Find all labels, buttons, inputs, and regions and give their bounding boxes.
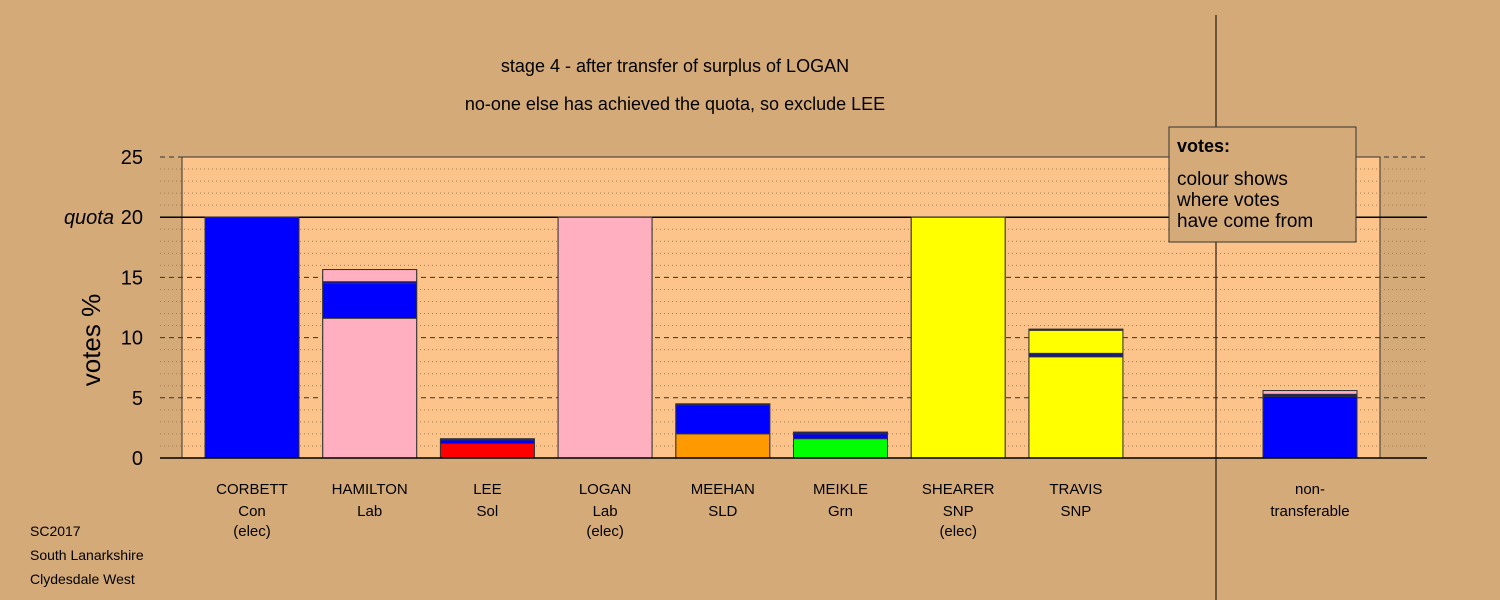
- bar-segment: [439, 439, 535, 444]
- legend-line-1: colour shows: [1177, 169, 1288, 190]
- candidate-note: (elec): [233, 523, 271, 540]
- y-tick-label: 20: [121, 207, 143, 229]
- bar-logan: [557, 216, 653, 459]
- y-tick-label: 5: [132, 388, 143, 410]
- bar-meehan: [675, 403, 771, 459]
- bar-segment: [793, 433, 888, 440]
- legend-title: votes:: [1177, 136, 1230, 156]
- bar-segment: [322, 269, 418, 283]
- candidate-name: CORBETT: [216, 481, 288, 498]
- candidate-note: (elec): [939, 523, 977, 540]
- bar-segment: [557, 216, 653, 459]
- footer: SC2017 South Lanarkshire Clydesdale West: [30, 523, 144, 587]
- x-labels: CORBETT Con (elec) HAMILTON Lab LEE Sol LOGAN La…: [216, 481, 1349, 540]
- bar-segment: [1028, 356, 1124, 459]
- bar-segment: [793, 438, 888, 459]
- bars: [204, 216, 1358, 459]
- bar-shearer: [910, 216, 1006, 459]
- bar-segment: [1028, 329, 1124, 354]
- footer-line-3: Clydesdale West: [30, 571, 135, 587]
- bar-segment: [439, 443, 535, 459]
- candidate-name: LEE: [473, 481, 501, 498]
- y-tick-label: 10: [121, 328, 143, 350]
- candidate-name: MEEHAN: [691, 481, 755, 498]
- candidate-party: Grn: [828, 503, 853, 520]
- y-tick-label: 25: [121, 147, 143, 169]
- legend: votes: colour shows where votes have com…: [1168, 126, 1357, 243]
- y-tick-label: 0: [132, 448, 143, 470]
- bar-hamilton: [322, 269, 418, 459]
- legend-line-3: have come from: [1177, 211, 1313, 232]
- candidate-party: Sol: [477, 503, 499, 520]
- footer-line-1: SC2017: [30, 523, 81, 539]
- quota-label: quota: [64, 207, 114, 229]
- bar-segment: [675, 433, 771, 459]
- bar-segment: [1262, 396, 1358, 459]
- legend-line-2: where votes: [1176, 190, 1279, 211]
- candidate-name: MEIKLE: [813, 481, 868, 498]
- footer-line-2: South Lanarkshire: [30, 547, 144, 563]
- bar-segment: [675, 404, 771, 435]
- candidate-party: Lab: [357, 503, 382, 520]
- y-tick-label: 15: [121, 267, 143, 289]
- legend-box: [1168, 126, 1357, 243]
- chart-title: stage 4 - after transfer of surplus of L…: [501, 56, 849, 76]
- candidate-name: LOGAN: [579, 481, 632, 498]
- candidate-party: Lab: [593, 503, 618, 520]
- bar-corbett: [204, 216, 300, 459]
- candidate-note: (elec): [586, 523, 624, 540]
- candidate-name: TRAVIS: [1049, 481, 1102, 498]
- axes: 0 5 10 15 20 25 quota: [64, 15, 1427, 600]
- nontransferable-label-1: non-: [1295, 481, 1325, 498]
- nontransferable-label-2: transferable: [1270, 503, 1349, 520]
- candidate-party: SNP: [943, 503, 974, 520]
- candidate-name: HAMILTON: [332, 481, 408, 498]
- bar-segment: [322, 283, 418, 319]
- bar-segment: [204, 216, 300, 459]
- bar-segment: [322, 317, 418, 459]
- bar-travis: [1028, 328, 1124, 459]
- bar-segment: [1262, 390, 1358, 395]
- chart-subtitle: no-one else has achieved the quota, so e…: [465, 94, 885, 114]
- candidate-party: SNP: [1060, 503, 1091, 520]
- bar-nontransferable: [1262, 390, 1358, 459]
- candidate-party: SLD: [708, 503, 737, 520]
- bar-meikle: [793, 431, 888, 459]
- y-axis-label: votes %: [76, 294, 106, 387]
- candidate-party: Con: [238, 503, 266, 520]
- bar-segment: [1028, 352, 1124, 358]
- candidate-name: SHEARER: [922, 481, 995, 498]
- bar-segment: [910, 216, 1006, 459]
- bar-lee: [439, 438, 535, 459]
